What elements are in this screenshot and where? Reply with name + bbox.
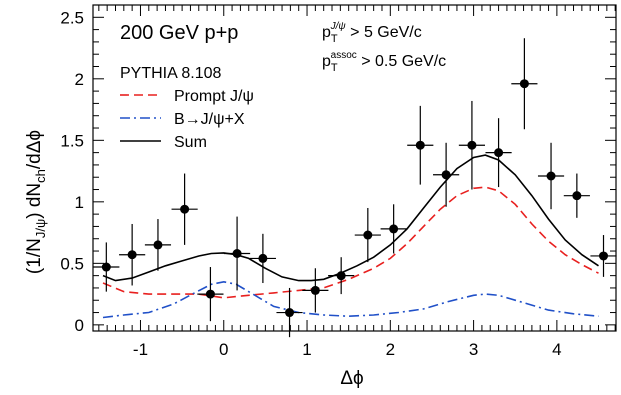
x-tick-label: 3 <box>469 340 478 359</box>
data-point <box>519 79 529 89</box>
x-tick-label: 1 <box>302 340 311 359</box>
generator-label: PYTHIA 8.108 <box>120 65 221 82</box>
data-point <box>599 251 609 261</box>
legend: Prompt J/ψ B→J/ψ+X Sum <box>120 88 254 151</box>
y-tick-label: 0 <box>75 316 84 335</box>
data-point <box>127 250 137 260</box>
data-point <box>205 289 215 299</box>
data-point <box>180 204 190 214</box>
data-point <box>546 171 556 181</box>
data-point <box>336 271 346 281</box>
curves-layer <box>102 154 599 319</box>
x-tick-label: 4 <box>552 340 561 359</box>
data-point <box>441 170 451 180</box>
y-tick-label: 2 <box>75 70 84 89</box>
data-point <box>494 148 504 158</box>
y-tick-label: 0.5 <box>60 254 84 273</box>
legend-label: B→J/ψ+X <box>174 111 245 128</box>
data-point <box>232 248 242 258</box>
data-point <box>467 140 477 150</box>
y-tick-label: 2.5 <box>60 8 84 27</box>
y-tick-label: 1 <box>75 193 84 212</box>
energy-label: 200 GeV p+p <box>120 22 238 44</box>
legend-label: Sum <box>174 134 207 151</box>
legend-label: Prompt J/ψ <box>174 88 254 105</box>
x-tick-label: -1 <box>133 340 148 359</box>
x-tick-label: 2 <box>386 340 395 359</box>
axes-layer: -1 0 1 2 3 4 0 0.5 1 1.5 2 2.5 <box>60 4 617 359</box>
data-point <box>389 224 399 234</box>
data-points-layer <box>93 38 617 338</box>
data-point <box>572 191 582 201</box>
y-axis-label: (1/NJ/ψ) dNch/dΔϕ <box>24 130 48 274</box>
data-point <box>363 230 373 240</box>
x-axis-label: Δϕ <box>340 368 363 389</box>
series-line-0 <box>102 154 599 282</box>
series-line-2 <box>102 280 599 319</box>
y-tick-label: 1.5 <box>60 131 84 150</box>
plot-frame <box>92 4 617 332</box>
data-point <box>258 253 268 263</box>
data-point <box>153 240 163 250</box>
trigger-cut-label: pTJ/ψ > 5 GeV/c <box>322 21 422 45</box>
assoc-cut-label: pTassoc > 0.5 GeV/c <box>322 50 446 74</box>
series-line-1 <box>102 186 599 299</box>
x-tick-label: 0 <box>219 340 228 359</box>
data-point <box>310 285 320 295</box>
data-point <box>285 308 295 318</box>
data-point <box>415 140 425 150</box>
data-point <box>101 262 111 272</box>
annotations-layer: 200 GeV p+p PYTHIA 8.108 pTJ/ψ > 5 GeV/c… <box>24 21 446 389</box>
